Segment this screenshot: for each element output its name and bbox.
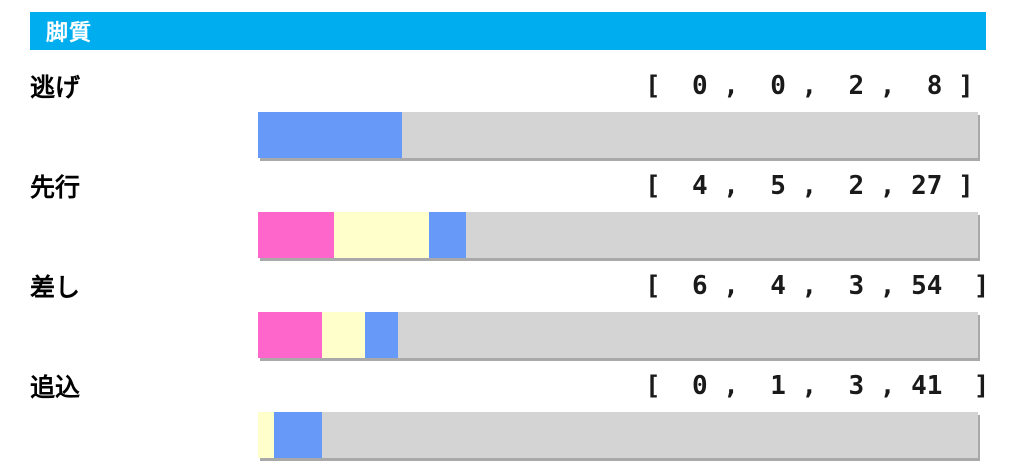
style-row-senko: 先行 [ 4 , 5 , 2 , 27 ] (0, 150, 1024, 258)
record-values: [ 0 , 1 , 3 , 41 ] (645, 371, 990, 401)
record-values: [ 4 , 5 , 2 , 27 ] (645, 171, 974, 201)
running-style-label: 先行 (30, 174, 81, 202)
row-header: 追込 [ 0 , 1 , 3 , 41 ] (0, 350, 1024, 402)
style-row-oikomi: 追込 [ 0 , 1 , 3 , 41 ] (0, 350, 1024, 458)
running-style-label: 差し (30, 274, 81, 302)
stacked-bar (258, 112, 978, 158)
bar-segment-blue (258, 112, 402, 158)
bar-segment-pink (258, 212, 334, 258)
bar-segment-pink (258, 312, 323, 358)
stacked-bar (258, 412, 978, 458)
row-header: 逃げ [ 0 , 0 , 2 , 8 ] (0, 50, 1024, 102)
bar-segment-gray (466, 212, 978, 258)
row-header: 先行 [ 4 , 5 , 2 , 27 ] (0, 150, 1024, 202)
style-rows: 逃げ [ 0 , 0 , 2 , 8 ] 先行 [ 4 , 5 , 2 , 27… (0, 50, 1024, 458)
bar-segment-gray (402, 112, 978, 158)
section-title: 脚質 (46, 20, 93, 45)
bar-segment-cream (258, 412, 274, 458)
bar-segment-blue (428, 212, 467, 258)
running-style-label: 逃げ (30, 74, 81, 102)
bar-segment-gray (397, 312, 978, 358)
section-header: 脚質 (30, 12, 986, 50)
record-values: [ 6 , 4 , 3 , 54 ] (645, 271, 990, 301)
row-header: 差し [ 6 , 4 , 3 , 54 ] (0, 250, 1024, 302)
bar-segment-gray (321, 412, 978, 458)
stacked-bar (258, 212, 978, 258)
record-values: [ 0 , 0 , 2 , 8 ] (645, 71, 974, 101)
bar-segment-cream (333, 212, 429, 258)
style-row-sashi: 差し [ 6 , 4 , 3 , 54 ] (0, 250, 1024, 358)
bar-segment-blue (273, 412, 322, 458)
bar-segment-blue (365, 312, 398, 358)
style-row-nige: 逃げ [ 0 , 0 , 2 , 8 ] (0, 50, 1024, 158)
bar-segment-cream (322, 312, 366, 358)
running-style-label: 追込 (30, 374, 81, 402)
stacked-bar (258, 312, 978, 358)
